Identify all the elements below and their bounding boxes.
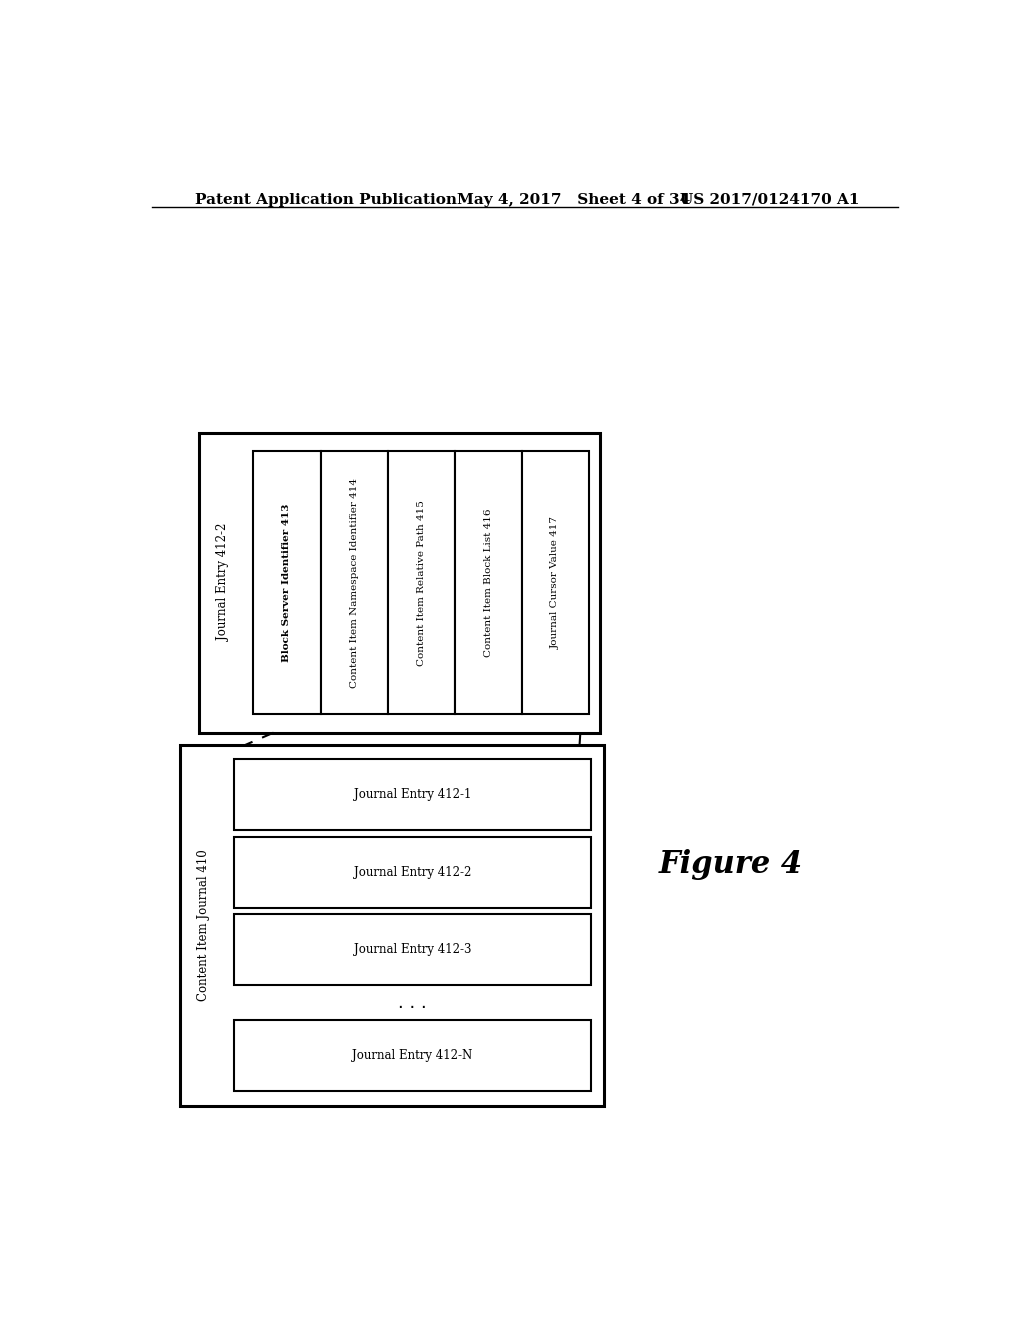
FancyBboxPatch shape	[321, 451, 388, 714]
FancyBboxPatch shape	[179, 744, 604, 1106]
Text: Content Item Journal 410: Content Item Journal 410	[197, 849, 210, 1001]
Text: Content Item Relative Path 415: Content Item Relative Path 415	[417, 500, 426, 665]
Text: Block Server Identifier 413: Block Server Identifier 413	[283, 503, 292, 661]
Text: . . .: . . .	[398, 994, 427, 1011]
Text: Journal Entry 412-3: Journal Entry 412-3	[353, 944, 471, 956]
FancyBboxPatch shape	[455, 451, 522, 714]
Text: Content Item Namespace Identifier 414: Content Item Namespace Identifier 414	[349, 478, 358, 688]
Text: US 2017/0124170 A1: US 2017/0124170 A1	[680, 193, 859, 207]
FancyBboxPatch shape	[233, 1020, 592, 1092]
Text: Patent Application Publication: Patent Application Publication	[196, 193, 458, 207]
Text: Content Item Block List 416: Content Item Block List 416	[484, 508, 493, 657]
FancyBboxPatch shape	[233, 913, 592, 986]
Text: Journal Entry 412-N: Journal Entry 412-N	[352, 1049, 473, 1063]
Text: May 4, 2017   Sheet 4 of 34: May 4, 2017 Sheet 4 of 34	[458, 193, 690, 207]
Text: Journal Cursor Value 417: Journal Cursor Value 417	[551, 516, 560, 649]
FancyBboxPatch shape	[233, 759, 592, 830]
FancyBboxPatch shape	[253, 451, 321, 714]
Text: Journal Entry 412-2: Journal Entry 412-2	[354, 866, 471, 879]
FancyBboxPatch shape	[200, 433, 600, 733]
Text: Journal Entry 412-1: Journal Entry 412-1	[354, 788, 471, 801]
Text: Figure 4: Figure 4	[659, 849, 803, 880]
FancyBboxPatch shape	[388, 451, 455, 714]
FancyBboxPatch shape	[233, 837, 592, 908]
Text: Journal Entry 412-2: Journal Entry 412-2	[217, 524, 229, 642]
FancyBboxPatch shape	[522, 451, 589, 714]
